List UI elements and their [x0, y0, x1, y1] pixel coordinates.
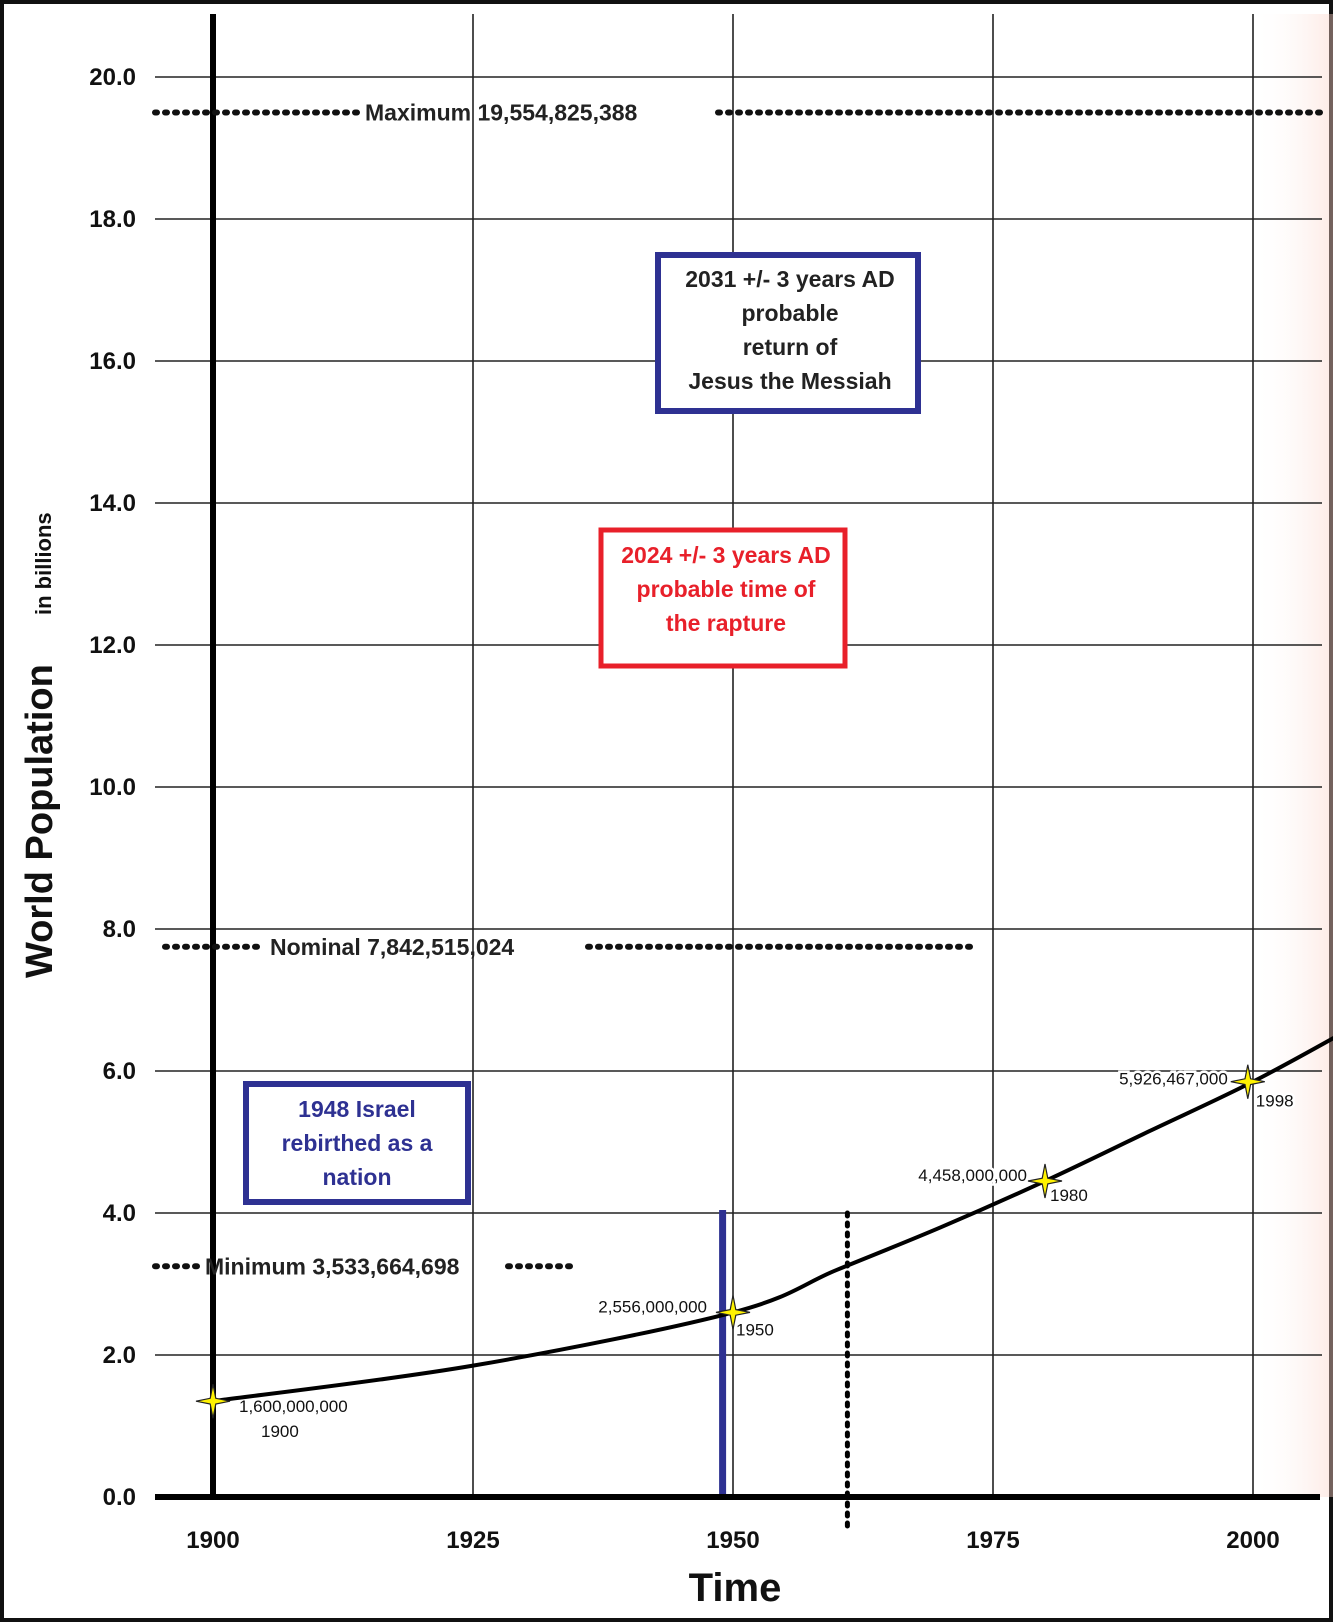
annotation-rapture-box [598, 527, 848, 669]
data-point-year-label: 1950 [736, 1320, 774, 1339]
x-tick-label: 1900 [186, 1527, 239, 1554]
y-tick-labels: 0.0 2.0 4.0 6.0 8.0 10.0 12.0 14.0 16.0 18.0 20.0 [89, 64, 136, 1511]
data-point-year-label: 1980 [1050, 1186, 1088, 1205]
y-tick-label: 12.0 [89, 632, 136, 659]
data-point-year-label: 1998 [1256, 1092, 1294, 1111]
y-tick-label: 16.0 [89, 348, 136, 375]
y-tick-label: 14.0 [89, 490, 136, 517]
annotation-jesus-return: 2031 +/- 3 years AD probable return of J… [655, 252, 921, 414]
x-tick-label: 1925 [446, 1527, 499, 1554]
y-tick-label: 4.0 [103, 1200, 136, 1227]
annotation-jesus-return-line4: Jesus the Messiah [688, 368, 891, 394]
annotation-israel-line2: rebirthed as a [282, 1130, 433, 1156]
y-axis-title: World Population [19, 664, 61, 978]
data-point-value-label: 1,600,000,000 [239, 1397, 348, 1416]
population-curve [212, 1036, 1333, 1404]
annotation-israel: 1948 Israel rebirthed as a nation [243, 1081, 471, 1205]
reference-label-minimum: Minimum 3,533,664,698 [205, 1253, 460, 1279]
x-tick-labels: 190019251950197520002025205020752100 [186, 1527, 1279, 1554]
y-tick-label: 10.0 [89, 774, 136, 801]
x-tick-label: 1950 [706, 1527, 759, 1554]
data-point-star [715, 1295, 751, 1330]
annotation-rapture-line3: the rapture [666, 610, 786, 636]
data-point-star [195, 1384, 231, 1419]
annotation-jesus-return-box [655, 252, 921, 414]
x-tick-label: 2000 [1226, 1527, 1279, 1554]
vertical-markers [210, 14, 850, 1535]
y-tick-label: 6.0 [103, 1058, 136, 1085]
data-point-value-label: 2,556,000,000 [598, 1297, 707, 1316]
data-point-value-label: 5,926,467,000 [1119, 1070, 1228, 1089]
annotation-israel-line3: nation [323, 1164, 392, 1190]
annotation-israel-box [243, 1081, 471, 1205]
y-tick-label: 8.0 [103, 916, 136, 943]
annotation-rapture-line2: probable time of [637, 576, 816, 602]
data-points: 1,600,000,000 1900 2,556,000,000 1950 4,458,… [195, 1064, 1296, 1441]
annotation-rapture-line1: 2024 +/- 3 years AD [621, 542, 830, 568]
y-axis-unit: in billions [31, 512, 56, 615]
reference-label-maximum: Maximum 19,554,825,388 [365, 100, 638, 126]
x-tick-label: 1975 [966, 1527, 1019, 1554]
annotation-jesus-return-line2: probable [741, 300, 838, 326]
y-tick-label: 2.0 [103, 1342, 136, 1369]
y-tick-label: 18.0 [89, 206, 136, 233]
annotation-jesus-return-line3: return of [743, 334, 838, 360]
annotation-jesus-return-line1: 2031 +/- 3 years AD [685, 266, 894, 292]
reference-label-nominal: Nominal 7,842,515,024 [270, 934, 514, 960]
data-point-star [1027, 1163, 1063, 1199]
data-point-value-label: 4,458,000,000 [918, 1166, 1027, 1185]
data-point-star [1230, 1064, 1265, 1099]
reference-lines: Maximum 19,554,825,388 Nominal 7,842,515,… [152, 100, 1325, 1279]
band-shade [1253, 14, 1333, 1497]
data-point-year-label: 1900 [261, 1422, 299, 1441]
x-axis-title: Time [689, 1566, 782, 1610]
annotation-israel-line1: 1948 Israel [298, 1096, 416, 1122]
y-tick-label: 0.0 [103, 1484, 136, 1511]
y-tick-label: 20.0 [89, 64, 136, 91]
annotation-rapture: 2024 +/- 3 years AD probable time of the… [598, 527, 848, 669]
